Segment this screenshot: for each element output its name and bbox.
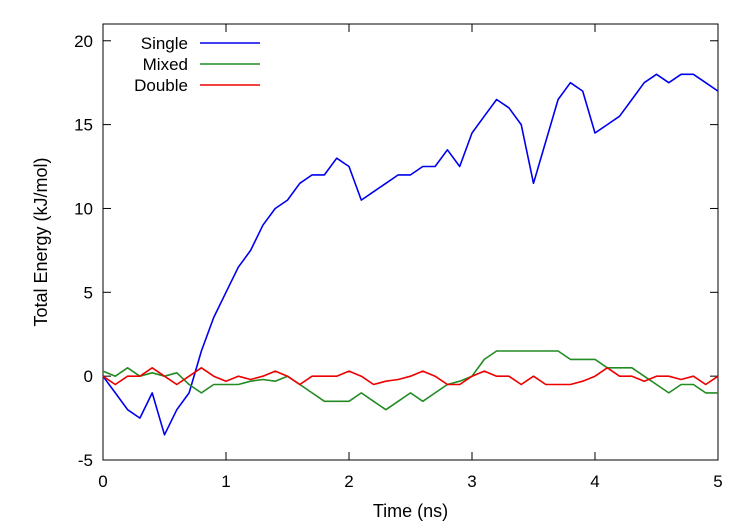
series-layer — [102, 73, 719, 436]
series-line-mixed — [102, 350, 718, 411]
y-tick-label: 20 — [74, 32, 93, 51]
plot-frame — [102, 23, 719, 461]
x-tick-label: 5 — [713, 472, 722, 491]
series-line-double — [102, 366, 719, 386]
y-tick-label: 15 — [74, 116, 93, 135]
y-tick-label: 5 — [84, 283, 93, 302]
legend: Single Mixed Double — [134, 34, 260, 95]
x-tick-label: 0 — [98, 472, 107, 491]
series-line-single — [102, 73, 719, 436]
x-tick-label: 4 — [590, 472, 599, 491]
y-axis-title: Total Energy (kJ/mol) — [31, 157, 51, 326]
legend-label: Mixed — [143, 55, 188, 74]
x-tick-label: 2 — [344, 472, 353, 491]
y-tick-label: -5 — [78, 451, 93, 470]
x-tick-label: 3 — [467, 472, 476, 491]
x-tick-label: 1 — [221, 472, 230, 491]
legend-label: Single — [141, 34, 188, 53]
y-tick-label: 10 — [74, 199, 93, 218]
legend-label: Double — [134, 76, 188, 95]
x-axis-title: Time (ns) — [373, 501, 448, 521]
y-tick-label: 0 — [84, 367, 93, 386]
axes-layer: 0 1 2 3 4 5 -5 0 5 10 15 20 — [74, 24, 723, 491]
